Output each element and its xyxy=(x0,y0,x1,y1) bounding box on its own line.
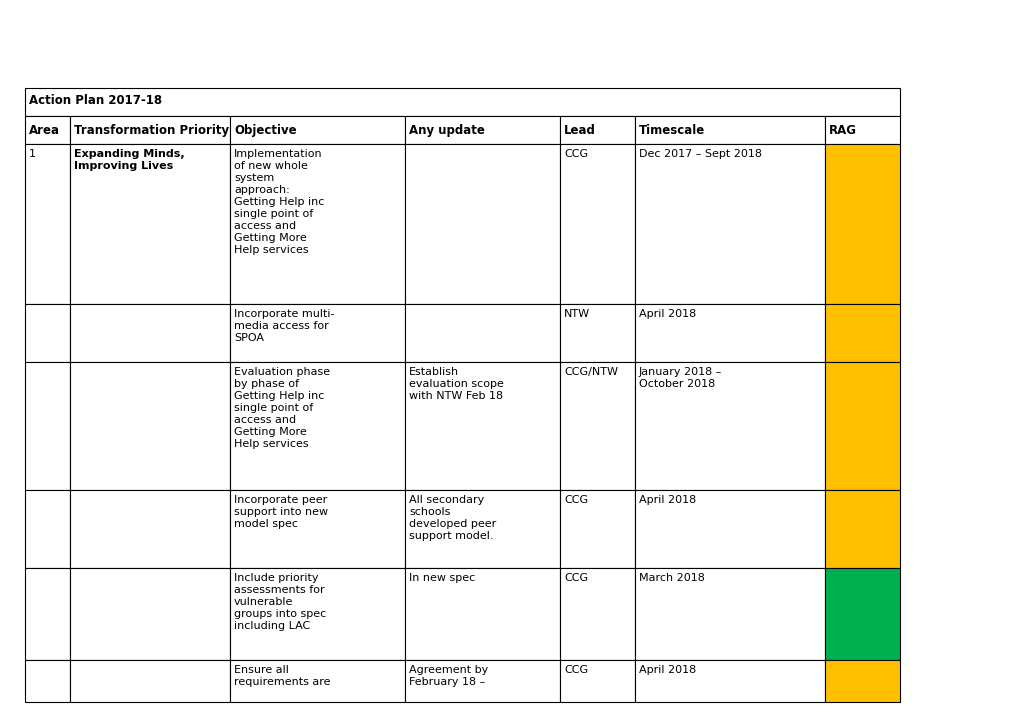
Bar xyxy=(25,304,70,362)
Bar xyxy=(635,362,824,490)
Text: All secondary
schools
developed peer
support model.: All secondary schools developed peer sup… xyxy=(409,495,496,541)
Text: Agreement by
February 18 –: Agreement by February 18 – xyxy=(409,665,488,687)
Bar xyxy=(405,490,559,568)
Text: April 2018: April 2018 xyxy=(638,495,696,505)
Bar xyxy=(25,490,70,568)
Bar xyxy=(25,88,899,116)
Bar xyxy=(405,362,559,490)
Bar xyxy=(559,144,635,304)
Bar xyxy=(70,116,229,144)
Text: In new spec: In new spec xyxy=(409,573,475,583)
Text: NTW: NTW xyxy=(564,309,590,319)
Bar xyxy=(559,490,635,568)
Text: CCG: CCG xyxy=(564,665,588,675)
Bar xyxy=(405,568,559,660)
Bar xyxy=(25,116,70,144)
Text: Expanding Minds,
Improving Lives: Expanding Minds, Improving Lives xyxy=(74,149,184,171)
Text: 1: 1 xyxy=(29,149,36,159)
Bar xyxy=(229,362,405,490)
Text: Transformation Priority: Transformation Priority xyxy=(74,124,229,137)
Text: Incorporate peer
support into new
model spec: Incorporate peer support into new model … xyxy=(233,495,328,529)
Bar xyxy=(405,144,559,304)
Text: January 2018 –
October 2018: January 2018 – October 2018 xyxy=(638,367,721,389)
Text: Ensure all
requirements are: Ensure all requirements are xyxy=(233,665,330,687)
Bar xyxy=(824,660,899,702)
Bar xyxy=(405,660,559,702)
Text: CCG: CCG xyxy=(564,149,588,159)
Bar xyxy=(25,144,70,304)
Bar xyxy=(70,568,229,660)
Bar xyxy=(824,116,899,144)
Bar xyxy=(405,116,559,144)
Bar xyxy=(229,490,405,568)
Bar xyxy=(824,362,899,490)
Bar xyxy=(405,304,559,362)
Text: Dec 2017 – Sept 2018: Dec 2017 – Sept 2018 xyxy=(638,149,761,159)
Bar xyxy=(824,490,899,568)
Bar xyxy=(635,116,824,144)
Bar xyxy=(25,660,70,702)
Text: Objective: Objective xyxy=(233,124,297,137)
Text: CCG/NTW: CCG/NTW xyxy=(564,367,618,377)
Bar xyxy=(635,144,824,304)
Text: April 2018: April 2018 xyxy=(638,309,696,319)
Bar xyxy=(559,304,635,362)
Bar xyxy=(70,362,229,490)
Bar xyxy=(25,362,70,490)
Text: Lead: Lead xyxy=(564,124,595,137)
Bar xyxy=(559,660,635,702)
Text: March 2018: March 2018 xyxy=(638,573,704,583)
Text: Timescale: Timescale xyxy=(638,124,704,137)
Bar xyxy=(635,568,824,660)
Bar xyxy=(229,144,405,304)
Text: RAG: RAG xyxy=(828,124,856,137)
Text: April 2018: April 2018 xyxy=(638,665,696,675)
Text: Area: Area xyxy=(29,124,60,137)
Bar xyxy=(559,362,635,490)
Bar xyxy=(25,568,70,660)
Text: CCG: CCG xyxy=(564,495,588,505)
Bar xyxy=(70,304,229,362)
Text: CCG: CCG xyxy=(564,573,588,583)
Bar xyxy=(559,568,635,660)
Text: Establish
evaluation scope
with NTW Feb 18: Establish evaluation scope with NTW Feb … xyxy=(409,367,503,401)
Text: Any update: Any update xyxy=(409,124,484,137)
Bar xyxy=(229,660,405,702)
Bar xyxy=(635,304,824,362)
Bar xyxy=(70,144,229,304)
Bar xyxy=(229,116,405,144)
Bar xyxy=(824,144,899,304)
Bar xyxy=(824,304,899,362)
Bar xyxy=(70,490,229,568)
Bar xyxy=(635,490,824,568)
Text: Action Plan 2017-18: Action Plan 2017-18 xyxy=(29,94,162,107)
Text: Include priority
assessments for
vulnerable
groups into spec
including LAC: Include priority assessments for vulnera… xyxy=(233,573,326,631)
Text: Implementation
of new whole
system
approach:
Getting Help inc
single point of
ac: Implementation of new whole system appro… xyxy=(233,149,324,255)
Bar xyxy=(635,660,824,702)
Bar xyxy=(229,568,405,660)
Bar xyxy=(229,304,405,362)
Bar xyxy=(70,660,229,702)
Bar xyxy=(824,568,899,660)
Text: Evaluation phase
by phase of
Getting Help inc
single point of
access and
Getting: Evaluation phase by phase of Getting Hel… xyxy=(233,367,330,449)
Text: Incorporate multi-
media access for
SPOA: Incorporate multi- media access for SPOA xyxy=(233,309,334,343)
Bar xyxy=(559,116,635,144)
